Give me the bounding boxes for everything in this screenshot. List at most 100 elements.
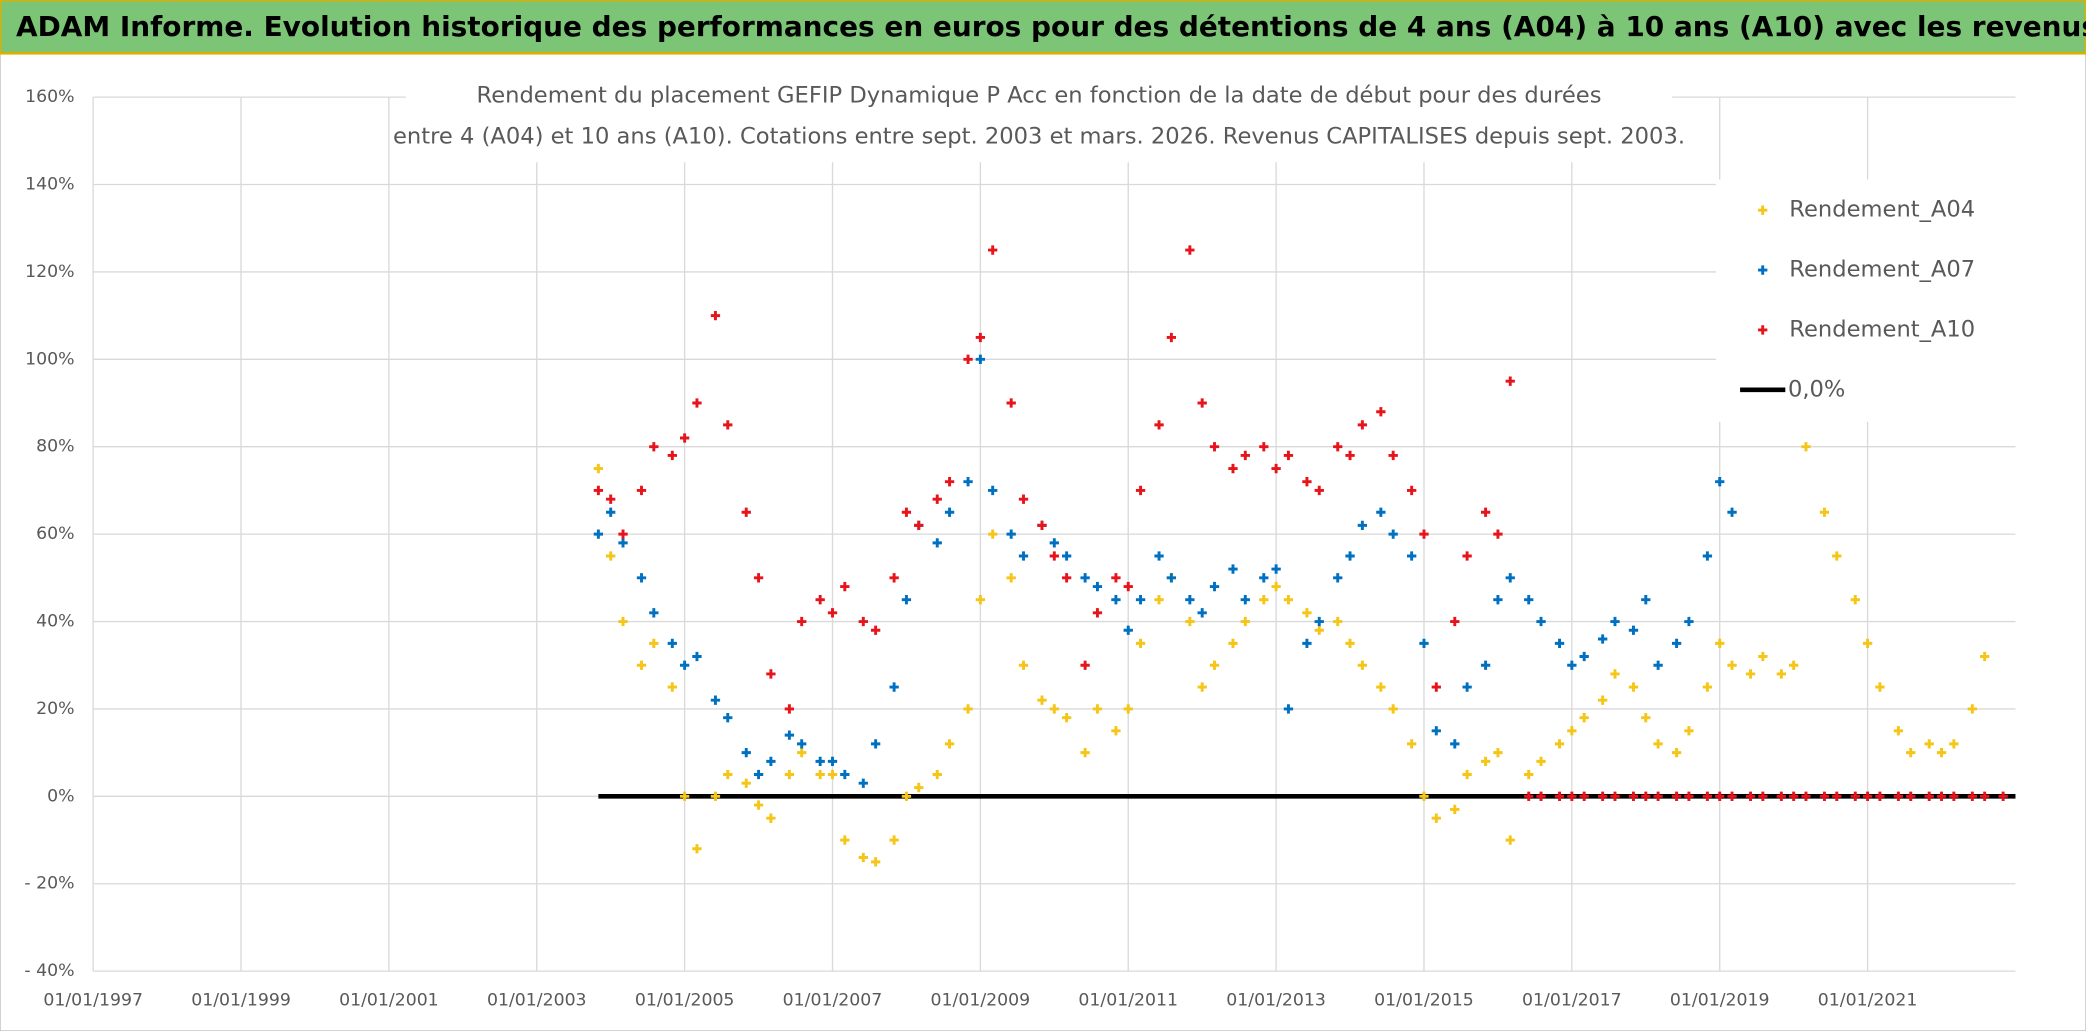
point (1302, 477, 1312, 487)
point (1598, 634, 1608, 644)
point (784, 730, 795, 740)
point (1598, 695, 1608, 705)
point (1092, 704, 1103, 714)
point (1271, 581, 1281, 592)
point (1376, 507, 1386, 517)
point (1832, 791, 1842, 801)
point (1875, 791, 1885, 801)
point (1018, 660, 1029, 670)
point (618, 538, 628, 548)
point (649, 638, 659, 649)
point (741, 747, 751, 758)
point (1166, 332, 1177, 343)
point (1049, 551, 1059, 561)
point (766, 669, 776, 679)
point (1154, 595, 1164, 605)
x-tick-label: 01/01/2007 (783, 990, 883, 1010)
x-tick-label: 01/01/2021 (1818, 990, 1918, 1010)
point (1653, 791, 1663, 801)
subtitle-line: Rendement du placement GEFIP Dynamique P… (477, 82, 1602, 108)
point (1407, 551, 1417, 561)
point (1018, 551, 1029, 561)
subtitle-box (405, 74, 1673, 163)
point (870, 739, 881, 749)
point (870, 857, 881, 867)
point (1431, 726, 1441, 736)
point (1567, 791, 1577, 801)
point (1936, 747, 1947, 758)
point (1967, 791, 1977, 801)
point (1209, 442, 1220, 452)
point (1061, 551, 1072, 561)
point (1314, 485, 1324, 496)
point (710, 310, 721, 321)
point (1758, 205, 1768, 215)
point (1610, 791, 1620, 801)
point (914, 782, 924, 793)
point (1419, 529, 1429, 539)
y-tick-label: - 40% (24, 961, 74, 981)
point (1702, 682, 1713, 692)
point (1037, 695, 1047, 705)
point (1936, 791, 1947, 801)
point (1376, 407, 1386, 417)
point (1554, 638, 1565, 649)
point (618, 616, 628, 627)
point (944, 507, 955, 517)
point (827, 769, 838, 780)
point (963, 704, 973, 714)
point (1450, 616, 1460, 627)
point (1450, 739, 1460, 749)
x-tick-label: 01/01/2001 (339, 990, 439, 1010)
point (1080, 747, 1090, 758)
point (1819, 791, 1830, 801)
point (1579, 713, 1589, 723)
point (988, 485, 998, 496)
point (1135, 638, 1146, 649)
point (944, 477, 955, 487)
y-tick-label: 40% (36, 612, 74, 632)
point (1431, 682, 1441, 692)
x-tick-label: 01/01/2019 (1670, 990, 1770, 1010)
point (1283, 595, 1294, 605)
point (1579, 791, 1589, 801)
point (753, 573, 764, 583)
point (1123, 581, 1133, 592)
point (1979, 651, 1990, 662)
point (1505, 573, 1515, 583)
point (1209, 660, 1220, 670)
legend-label: 0,0% (1788, 376, 1845, 402)
point (1185, 245, 1195, 255)
point (1259, 573, 1269, 583)
x-tick-label: 01/01/2015 (1374, 990, 1474, 1010)
point (1554, 791, 1565, 801)
point (1628, 791, 1639, 801)
point (1727, 660, 1737, 670)
point (1080, 660, 1090, 670)
point (1197, 608, 1207, 618)
point (1228, 463, 1238, 474)
point (741, 507, 751, 517)
point (667, 682, 677, 692)
point (932, 538, 942, 548)
point (1480, 660, 1491, 670)
point (975, 354, 986, 364)
point (1610, 669, 1620, 679)
title-banner (0, 0, 2086, 55)
point (1240, 595, 1250, 605)
point (914, 520, 924, 531)
x-tick-label: 01/01/2017 (1522, 990, 1622, 1010)
legend-box (1716, 179, 2016, 422)
legend-label: Rendement_A07 (1789, 257, 1975, 283)
point (1228, 564, 1238, 574)
point (1745, 791, 1756, 801)
point (1271, 463, 1281, 474)
point (1006, 529, 1016, 539)
point (1949, 739, 1959, 749)
point (1135, 595, 1146, 605)
point (741, 778, 751, 788)
point (1092, 608, 1103, 618)
point (797, 616, 807, 627)
point (1480, 756, 1491, 767)
